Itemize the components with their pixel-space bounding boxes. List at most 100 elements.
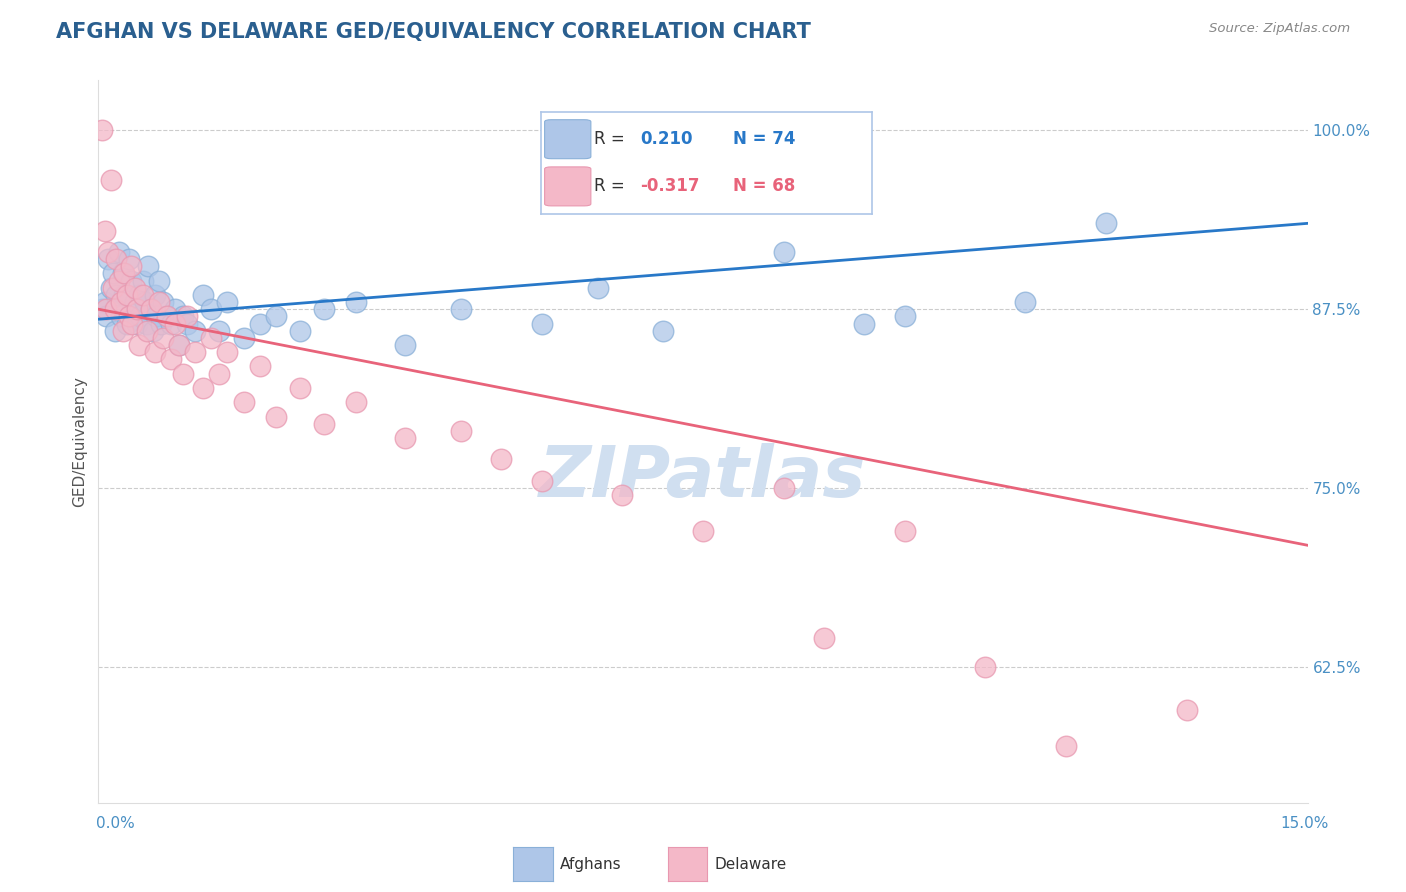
Point — [115, 317, 138, 331]
Point — [491, 452, 513, 467]
Point — [344, 295, 367, 310]
Point — [134, 295, 156, 310]
Point — [853, 317, 876, 331]
Point — [208, 324, 231, 338]
Point — [586, 281, 609, 295]
Point — [148, 274, 170, 288]
Point — [200, 331, 222, 345]
Point — [145, 310, 167, 324]
Point — [135, 324, 157, 338]
Point — [1175, 703, 1198, 717]
Text: ZIPatlas: ZIPatlas — [540, 443, 866, 512]
Point — [152, 295, 174, 310]
Point — [156, 310, 179, 324]
Point — [160, 317, 183, 331]
Point — [120, 260, 142, 274]
Point — [163, 317, 186, 331]
Point — [217, 295, 239, 310]
Point — [893, 310, 915, 324]
Point — [1054, 739, 1077, 753]
Point — [118, 310, 141, 324]
Point — [1014, 295, 1036, 310]
Point — [150, 317, 173, 331]
Point — [127, 317, 149, 331]
Point — [450, 424, 472, 438]
Text: R =: R = — [595, 130, 624, 148]
Point — [111, 267, 134, 281]
Text: -0.317: -0.317 — [641, 178, 700, 195]
Point — [91, 123, 114, 137]
Text: Afghans: Afghans — [560, 857, 621, 871]
Text: N = 74: N = 74 — [733, 130, 796, 148]
Point — [288, 324, 311, 338]
Point — [138, 260, 160, 274]
Text: 15.0%: 15.0% — [1281, 816, 1329, 831]
Point — [103, 302, 125, 317]
Point — [142, 324, 165, 338]
Point — [115, 288, 138, 302]
Point — [139, 302, 162, 317]
Point — [772, 481, 794, 495]
Point — [612, 488, 634, 502]
Text: 0.0%: 0.0% — [96, 816, 135, 831]
Text: Source: ZipAtlas.com: Source: ZipAtlas.com — [1209, 22, 1350, 36]
Point — [148, 295, 170, 310]
Point — [96, 310, 118, 324]
Point — [132, 288, 155, 302]
Point — [264, 409, 287, 424]
Point — [128, 288, 150, 302]
Point — [152, 331, 174, 345]
Y-axis label: GED/Equivalency: GED/Equivalency — [72, 376, 87, 507]
Point — [288, 381, 311, 395]
Point — [530, 474, 553, 488]
Point — [100, 281, 122, 295]
Text: AFGHAN VS DELAWARE GED/EQUIVALENCY CORRELATION CHART: AFGHAN VS DELAWARE GED/EQUIVALENCY CORRE… — [56, 22, 811, 42]
Point — [232, 331, 254, 345]
Point — [107, 244, 129, 259]
Point — [1095, 216, 1118, 230]
Point — [167, 338, 190, 352]
Point — [184, 324, 207, 338]
Point — [193, 381, 215, 395]
Point — [172, 367, 194, 381]
Point — [105, 288, 128, 302]
Text: R =: R = — [595, 178, 624, 195]
Point — [127, 302, 149, 317]
Point — [111, 324, 134, 338]
Point — [110, 310, 132, 324]
Point — [692, 524, 714, 538]
Point — [450, 302, 472, 317]
Point — [172, 310, 194, 324]
Point — [167, 338, 190, 352]
Point — [101, 267, 124, 281]
Point — [314, 417, 336, 431]
Point — [110, 295, 132, 310]
Point — [112, 267, 135, 281]
Point — [232, 395, 254, 409]
Point — [217, 345, 239, 359]
Point — [124, 281, 146, 295]
Text: N = 68: N = 68 — [733, 178, 796, 195]
FancyBboxPatch shape — [544, 120, 591, 159]
Point — [124, 295, 146, 310]
Point — [200, 302, 222, 317]
Point — [128, 338, 150, 352]
Text: 0.210: 0.210 — [641, 130, 693, 148]
Point — [813, 632, 835, 646]
Point — [129, 310, 152, 324]
Point — [176, 317, 198, 331]
Point — [394, 431, 416, 445]
Point — [97, 244, 120, 259]
Point — [344, 395, 367, 409]
Point — [176, 310, 198, 324]
Point — [143, 288, 166, 302]
Point — [160, 352, 183, 367]
Point — [163, 302, 186, 317]
Point — [135, 317, 157, 331]
Point — [208, 367, 231, 381]
Point — [893, 524, 915, 538]
Point — [143, 345, 166, 359]
Point — [193, 288, 215, 302]
Point — [249, 359, 271, 374]
Point — [132, 274, 155, 288]
